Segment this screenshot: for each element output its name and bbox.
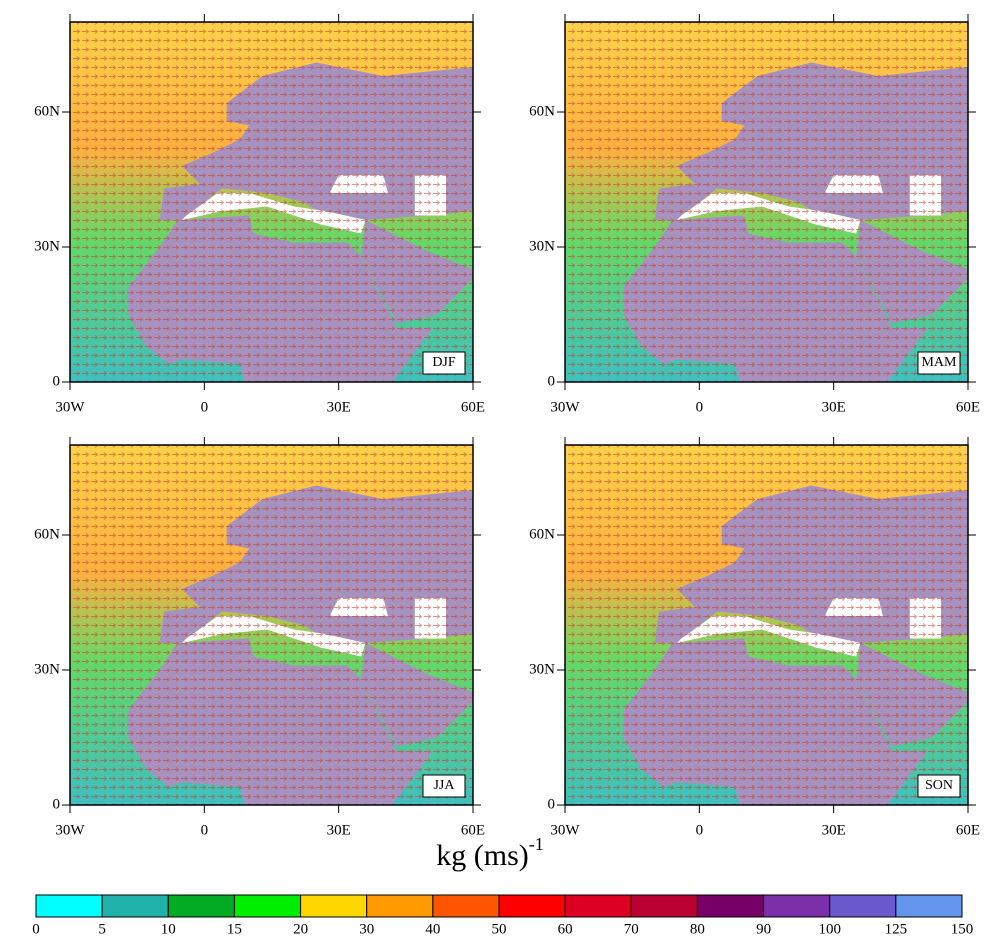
season-box — [917, 351, 961, 375]
colorbar-tick-label: 80 — [690, 921, 705, 937]
colorbar-tick-label: 150 — [951, 921, 974, 937]
y-tick-label: 60N — [529, 103, 555, 119]
x-tick-label: 0 — [201, 399, 209, 415]
x-tick-label: 30W — [550, 399, 580, 415]
y-tick-label: 0 — [53, 373, 61, 389]
colorbar-tick-label: 10 — [161, 921, 176, 937]
season-label: JJA — [433, 778, 455, 793]
colorbar-tick-label: 30 — [359, 921, 374, 937]
colorbar-segment — [696, 894, 765, 918]
x-tick-label: 60E — [956, 822, 980, 838]
colorbar-tick-label: 125 — [885, 921, 908, 937]
y-tick-label: 60N — [34, 526, 60, 542]
x-tick-label: 30W — [550, 822, 580, 838]
x-tick-label: 60E — [461, 822, 485, 838]
colorbar-tick-label: 5 — [98, 921, 106, 937]
colorbar-title-exponent: -1 — [529, 834, 544, 854]
frame — [69, 444, 474, 806]
x-tick-label: 0 — [696, 399, 704, 415]
wind-vectors — [565, 22, 968, 382]
colorbar-tick-label: 40 — [425, 921, 440, 937]
wind-vectors — [565, 445, 968, 805]
colorbar-segment — [35, 894, 103, 918]
colorbar-tick-label: 20 — [293, 921, 308, 937]
x-tick-label: 0 — [201, 822, 209, 838]
y-tick-label: 0 — [53, 796, 61, 812]
colorbar-segment — [829, 894, 897, 918]
colorbar-segment — [895, 894, 963, 918]
frame — [564, 444, 969, 806]
wind-vectors — [70, 22, 473, 382]
colorbar-segment — [167, 894, 235, 918]
colorbar-title-text: kg (ms) — [436, 839, 529, 872]
colorbar-tick-label: 100 — [818, 921, 841, 937]
colorbar-segment — [300, 894, 368, 918]
season-box — [422, 774, 466, 798]
season-label: MAM — [921, 355, 957, 370]
x-tick-label: 0 — [696, 822, 704, 838]
colorbar-title: kg (ms)-1 — [436, 834, 544, 872]
colorbar-segment — [101, 894, 169, 918]
y-tick-label: 30N — [529, 238, 555, 254]
map-panel: 30W 0 30E 60E 0 30N 60N SON — [529, 437, 980, 838]
y-tick-label: 60N — [529, 526, 555, 542]
colorbar-segment — [498, 894, 566, 918]
season-label: SON — [925, 778, 953, 793]
season-label: DJF — [432, 355, 456, 370]
colorbar-segment — [366, 894, 434, 918]
x-tick-label: 30E — [327, 399, 351, 415]
y-tick-label: 30N — [34, 238, 60, 254]
colorbar-tick-label: 15 — [227, 921, 242, 937]
colorbar-segment — [763, 894, 831, 918]
wind-vectors — [70, 445, 473, 805]
colorbar-tick-label: 60 — [558, 921, 573, 937]
y-tick-label: 30N — [529, 661, 555, 677]
x-tick-label: 30W — [55, 822, 85, 838]
colorbar-tick-label: 0 — [32, 921, 40, 937]
colorbar-segment — [432, 894, 500, 918]
colorbar-segment — [630, 894, 698, 918]
y-tick-label: 0 — [548, 796, 556, 812]
x-tick-label: 60E — [461, 399, 485, 415]
colorbar-tick-label: 70 — [624, 921, 639, 937]
season-box — [422, 351, 466, 375]
colorbar-segment — [564, 894, 632, 918]
frame — [69, 21, 474, 383]
x-tick-label: 60E — [956, 399, 980, 415]
x-tick-label: 30E — [327, 822, 351, 838]
x-tick-label: 30E — [822, 822, 846, 838]
y-tick-label: 30N — [34, 661, 60, 677]
map-panel: 30W 0 30E 60E 0 30N 60N JJA — [34, 437, 485, 838]
frame — [564, 21, 969, 383]
map-panel: 30W 0 30E 60E 0 30N 60N MAM — [529, 14, 980, 415]
x-tick-label: 30E — [822, 399, 846, 415]
map-panel: 30W 0 30E 60E 0 30N 60N DJF — [34, 14, 485, 415]
colorbar-tick-label: 90 — [756, 921, 771, 937]
x-tick-label: 30W — [55, 399, 85, 415]
colorbar-segment — [233, 894, 302, 918]
colorbar-tick-label: 50 — [492, 921, 507, 937]
y-tick-label: 60N — [34, 103, 60, 119]
season-box — [917, 774, 961, 798]
y-tick-label: 0 — [548, 373, 556, 389]
